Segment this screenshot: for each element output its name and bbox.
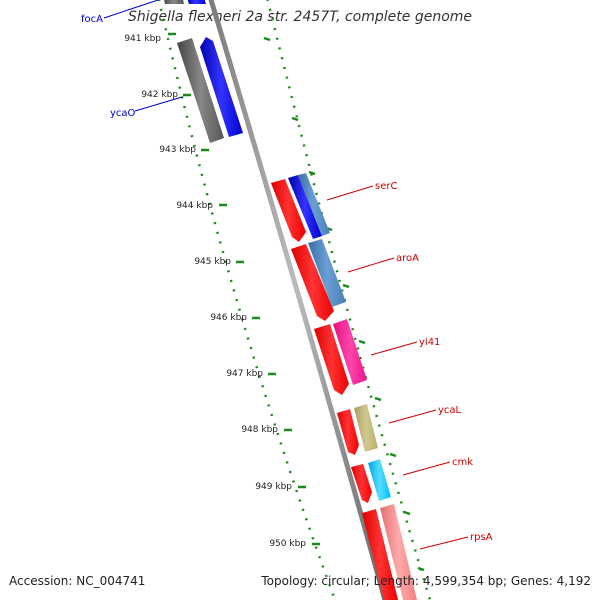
feature-aroA[interactable] <box>291 239 346 321</box>
outer-tick-marks <box>263 36 425 572</box>
feature-yi41[interactable] <box>314 319 367 395</box>
gene-label-ycaO[interactable]: ycaO <box>110 108 136 119</box>
outer-dotted-track <box>266 0 432 600</box>
feature-ycaL[interactable] <box>337 404 378 455</box>
gene-label-serC[interactable]: serC <box>375 181 397 192</box>
tick-label: 946 kbp <box>210 313 247 323</box>
feature-serC[interactable] <box>271 173 330 242</box>
tick-label: 943 kbp <box>159 145 196 155</box>
inner-dotted-track <box>157 0 337 600</box>
tick-label: 945 kbp <box>194 257 231 267</box>
tick-marks <box>168 32 320 546</box>
feature-focA[interactable] <box>163 0 206 4</box>
tick-label: 947 kbp <box>226 369 263 379</box>
feature-rpsA[interactable] <box>362 504 417 600</box>
gene-label-focA[interactable]: focA <box>81 14 103 25</box>
tick-label: 941 kbp <box>124 34 161 44</box>
gene-label-ycaL[interactable]: ycaL <box>438 405 462 416</box>
tick-label: 942 kbp <box>141 90 178 100</box>
gene-label-cmk[interactable]: cmk <box>452 457 473 468</box>
gene-label-rpsA[interactable]: rpsA <box>470 532 493 543</box>
feature-ycaO-blue[interactable] <box>199 37 243 137</box>
tick-label: 950 kbp <box>269 539 306 549</box>
tick-label: 948 kbp <box>241 425 278 435</box>
accession-text: Accession: NC_004741 <box>9 574 146 588</box>
right-labels: serC aroA yi41 ycaL cmk rpsA <box>326 181 493 550</box>
feature-cmk[interactable] <box>351 459 391 503</box>
tick-label: 944 kbp <box>176 201 213 211</box>
gene-label-yi41[interactable]: yi41 <box>419 337 440 348</box>
tick-label: 949 kbp <box>255 482 292 492</box>
feature-ycaO-gray[interactable] <box>177 38 224 143</box>
gene-label-aroA[interactable]: aroA <box>396 253 419 264</box>
topology-text: Topology: circular; Length: 4,599,354 bp… <box>261 574 591 588</box>
backbone-line <box>208 0 388 600</box>
left-labels: focA ycaO <box>81 0 183 119</box>
